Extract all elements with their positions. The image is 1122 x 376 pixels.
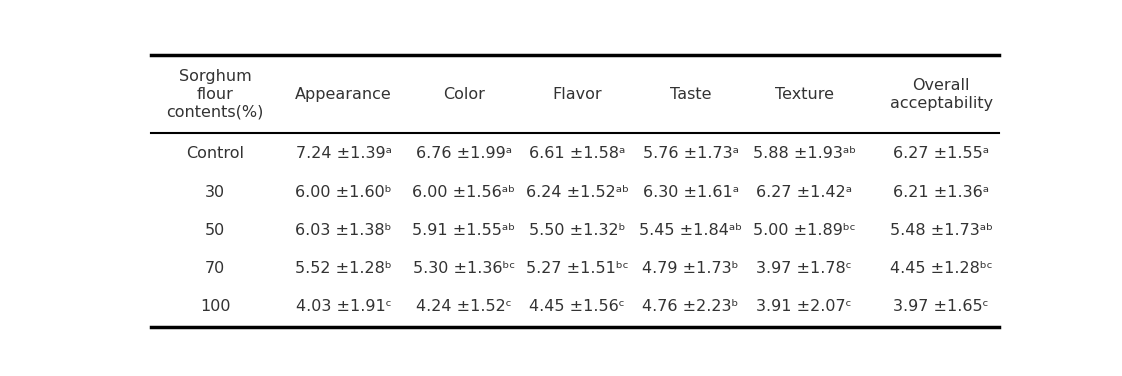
Text: 6.00 ±1.60ᵇ: 6.00 ±1.60ᵇ [295,185,392,200]
Text: Color: Color [443,87,485,102]
Text: 6.03 ±1.38ᵇ: 6.03 ±1.38ᵇ [295,223,392,238]
Text: 5.45 ±1.84ᵃᵇ: 5.45 ±1.84ᵃᵇ [640,223,743,238]
Text: Appearance: Appearance [295,87,392,102]
Text: 6.27 ±1.42ᵃ: 6.27 ±1.42ᵃ [756,185,853,200]
Text: 3.97 ±1.78ᶜ: 3.97 ±1.78ᶜ [756,261,852,276]
Text: 6.61 ±1.58ᵃ: 6.61 ±1.58ᵃ [528,147,625,161]
Text: Taste: Taste [670,87,711,102]
Text: 100: 100 [200,299,230,314]
Text: 30: 30 [205,185,226,200]
Text: Flavor: Flavor [552,87,603,102]
Text: 5.00 ±1.89ᵇᶜ: 5.00 ±1.89ᵇᶜ [753,223,855,238]
Text: 5.30 ±1.36ᵇᶜ: 5.30 ±1.36ᵇᶜ [413,261,515,276]
Text: 6.27 ±1.55ᵃ: 6.27 ±1.55ᵃ [893,147,990,161]
Text: 6.00 ±1.56ᵃᵇ: 6.00 ±1.56ᵃᵇ [412,185,515,200]
Text: 3.97 ±1.65ᶜ: 3.97 ±1.65ᶜ [893,299,988,314]
Text: 4.45 ±1.56ᶜ: 4.45 ±1.56ᶜ [530,299,625,314]
Text: 5.76 ±1.73ᵃ: 5.76 ±1.73ᵃ [643,147,738,161]
Text: 6.30 ±1.61ᵃ: 6.30 ±1.61ᵃ [643,185,738,200]
Text: 7.24 ±1.39ᵃ: 7.24 ±1.39ᵃ [296,147,392,161]
Text: 6.21 ±1.36ᵃ: 6.21 ±1.36ᵃ [893,185,990,200]
Text: 4.03 ±1.91ᶜ: 4.03 ±1.91ᶜ [296,299,392,314]
Text: 70: 70 [205,261,226,276]
Text: 5.50 ±1.32ᵇ: 5.50 ±1.32ᵇ [528,223,625,238]
Text: Overall
acceptability: Overall acceptability [890,78,993,111]
Text: 4.24 ±1.52ᶜ: 4.24 ±1.52ᶜ [416,299,512,314]
Text: 4.76 ±2.23ᵇ: 4.76 ±2.23ᵇ [643,299,739,314]
Text: 5.48 ±1.73ᵃᵇ: 5.48 ±1.73ᵃᵇ [890,223,993,238]
Text: 5.27 ±1.51ᵇᶜ: 5.27 ±1.51ᵇᶜ [526,261,628,276]
Text: 4.45 ±1.28ᵇᶜ: 4.45 ±1.28ᵇᶜ [890,261,993,276]
Text: Sorghum
flour
contents(%): Sorghum flour contents(%) [166,70,264,119]
Text: 6.24 ±1.52ᵃᵇ: 6.24 ±1.52ᵃᵇ [526,185,628,200]
Text: Control: Control [186,147,243,161]
Text: Texture: Texture [774,87,834,102]
Text: 6.76 ±1.99ᵃ: 6.76 ±1.99ᵃ [415,147,512,161]
Text: 4.79 ±1.73ᵇ: 4.79 ±1.73ᵇ [643,261,739,276]
Text: 5.91 ±1.55ᵃᵇ: 5.91 ±1.55ᵃᵇ [412,223,515,238]
Text: 3.91 ±2.07ᶜ: 3.91 ±2.07ᶜ [756,299,852,314]
Text: 5.88 ±1.93ᵃᵇ: 5.88 ±1.93ᵃᵇ [753,147,856,161]
Text: 5.52 ±1.28ᵇ: 5.52 ±1.28ᵇ [295,261,392,276]
Text: 50: 50 [205,223,226,238]
